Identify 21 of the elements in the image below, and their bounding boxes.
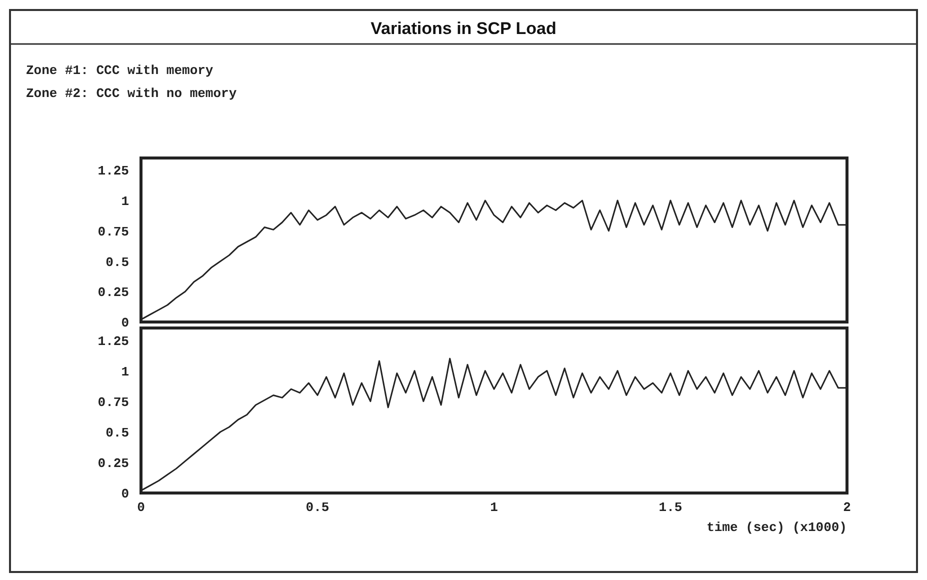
text: Zone #2: CCC with no memory bbox=[26, 86, 237, 101]
y-tick-label: 1 bbox=[121, 364, 130, 380]
y-tick-label: 0.25 bbox=[98, 285, 130, 300]
y-tick-label: 0.5 bbox=[106, 425, 130, 440]
y-tick-label: 1 bbox=[121, 194, 130, 210]
x-tick-label: 0 bbox=[137, 500, 146, 515]
x-axis-title: time (sec) (x1000) bbox=[706, 520, 847, 535]
y-tick-label: 0.5 bbox=[106, 254, 130, 270]
y-tick-label: 0 bbox=[121, 486, 130, 502]
text: Zone #1: CCC with memory bbox=[26, 63, 214, 78]
y-tick-label: 0.25 bbox=[98, 456, 130, 471]
y-tick-label: 0 bbox=[121, 316, 130, 331]
x-tick-label: 1.5 bbox=[658, 500, 682, 515]
y-tick-label: 0.75 bbox=[98, 394, 130, 410]
x-tick-label: 1 bbox=[490, 500, 498, 515]
x-tick-label: 2 bbox=[843, 500, 852, 515]
y-tick-label: 1.25 bbox=[98, 334, 130, 349]
chart-title: Variations in SCP Load bbox=[370, 19, 556, 38]
y-tick-label: 1.25 bbox=[98, 164, 130, 179]
y-tick-label: 0.75 bbox=[98, 224, 130, 240]
x-tick-label: 0.5 bbox=[306, 500, 330, 515]
